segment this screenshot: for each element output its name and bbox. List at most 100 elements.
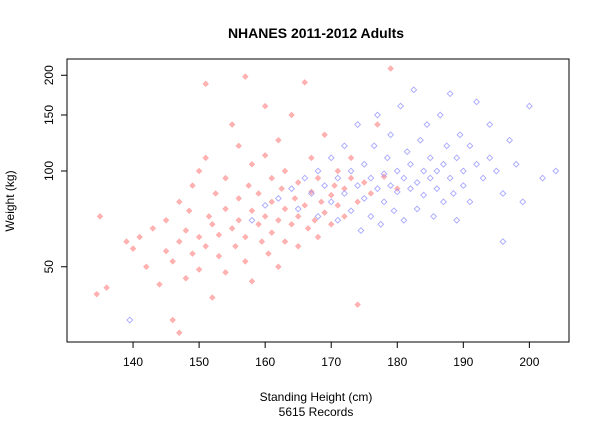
data-point [301, 202, 309, 209]
data-point [248, 278, 256, 285]
data-point [443, 142, 451, 150]
data-point [222, 174, 229, 182]
x-tick-label: 180 [387, 355, 407, 369]
x-axis-label: Standing Height (cm) [260, 390, 373, 404]
data-point [202, 243, 209, 250]
data-point [387, 65, 394, 72]
data-point [261, 201, 269, 209]
data-point [202, 154, 209, 162]
data-point [235, 142, 242, 150]
y-axis-label: Weight (kg) [3, 170, 17, 231]
data-point [308, 154, 315, 162]
data-point [334, 202, 342, 209]
data-point [446, 174, 454, 182]
data-point [512, 160, 520, 168]
data-point [288, 111, 295, 119]
data-point [453, 154, 461, 162]
data-point [400, 216, 408, 224]
data-point [215, 252, 223, 260]
data-point [195, 167, 203, 175]
data-point [525, 102, 533, 110]
y-tick-label: 150 [42, 105, 56, 125]
x-tick-label: 170 [321, 355, 341, 369]
data-point [274, 194, 282, 202]
data-point [361, 179, 368, 186]
data-point [321, 182, 329, 190]
data-point [275, 217, 282, 224]
data-point [397, 102, 405, 110]
data-point [466, 198, 474, 206]
data-point [433, 167, 441, 175]
data-point [486, 121, 494, 128]
data-point [261, 152, 269, 159]
data-point [416, 136, 424, 144]
data-point [314, 167, 322, 175]
data-point [347, 174, 355, 182]
data-point [420, 191, 428, 199]
data-point [169, 316, 176, 324]
data-point [189, 250, 196, 257]
data-point [387, 182, 395, 190]
x-tick-label: 140 [123, 355, 143, 369]
data-point [367, 174, 375, 182]
chart-title: NHANES 2011-2012 Adults [228, 25, 404, 41]
data-point [301, 79, 309, 86]
data-point [242, 73, 249, 80]
data-point [248, 161, 256, 168]
data-point [357, 227, 365, 234]
data-point [294, 205, 302, 213]
data-point [129, 245, 137, 252]
x-tick-label: 200 [519, 355, 539, 369]
data-point [334, 167, 342, 175]
data-point [360, 194, 368, 202]
data-point [232, 243, 239, 250]
data-point [215, 231, 223, 239]
data-point [327, 221, 335, 228]
data-point [426, 174, 434, 182]
data-point [281, 205, 289, 213]
data-point [552, 167, 560, 175]
data-point [479, 174, 487, 182]
data-point [413, 179, 421, 186]
data-point [473, 160, 480, 168]
data-point [304, 225, 312, 232]
data-point [156, 281, 163, 288]
data-point [331, 182, 338, 189]
data-point [377, 220, 385, 228]
data-point [291, 195, 299, 202]
data-point [93, 290, 100, 298]
data-point [440, 198, 447, 206]
data-point [334, 216, 342, 224]
x-axis-subtitle: 5615 Records [279, 405, 354, 419]
data-point [347, 154, 355, 162]
data-point [281, 238, 289, 245]
data-point [321, 209, 328, 216]
data-point [294, 213, 302, 220]
x-tick-label: 160 [255, 355, 275, 369]
data-point [413, 205, 421, 213]
data-point [347, 167, 355, 175]
data-point [321, 131, 328, 138]
data-point [222, 269, 229, 276]
data-point [383, 154, 391, 162]
data-point [314, 212, 322, 220]
data-point [407, 160, 414, 168]
data-point [354, 121, 362, 128]
data-point [209, 221, 216, 228]
data-point [288, 185, 296, 193]
data-point [499, 238, 507, 246]
data-point [258, 238, 266, 245]
data-point [265, 250, 272, 257]
data-point [327, 198, 335, 206]
data-point [367, 212, 375, 220]
data-point [294, 243, 302, 250]
data-point [423, 121, 431, 128]
data-point [202, 80, 209, 88]
y-tick-label: 200 [42, 65, 56, 85]
data-point [393, 188, 401, 196]
data-point [205, 213, 213, 220]
data-point [307, 190, 315, 197]
data-point [426, 154, 434, 162]
data-point [314, 174, 322, 182]
data-point [228, 121, 236, 128]
